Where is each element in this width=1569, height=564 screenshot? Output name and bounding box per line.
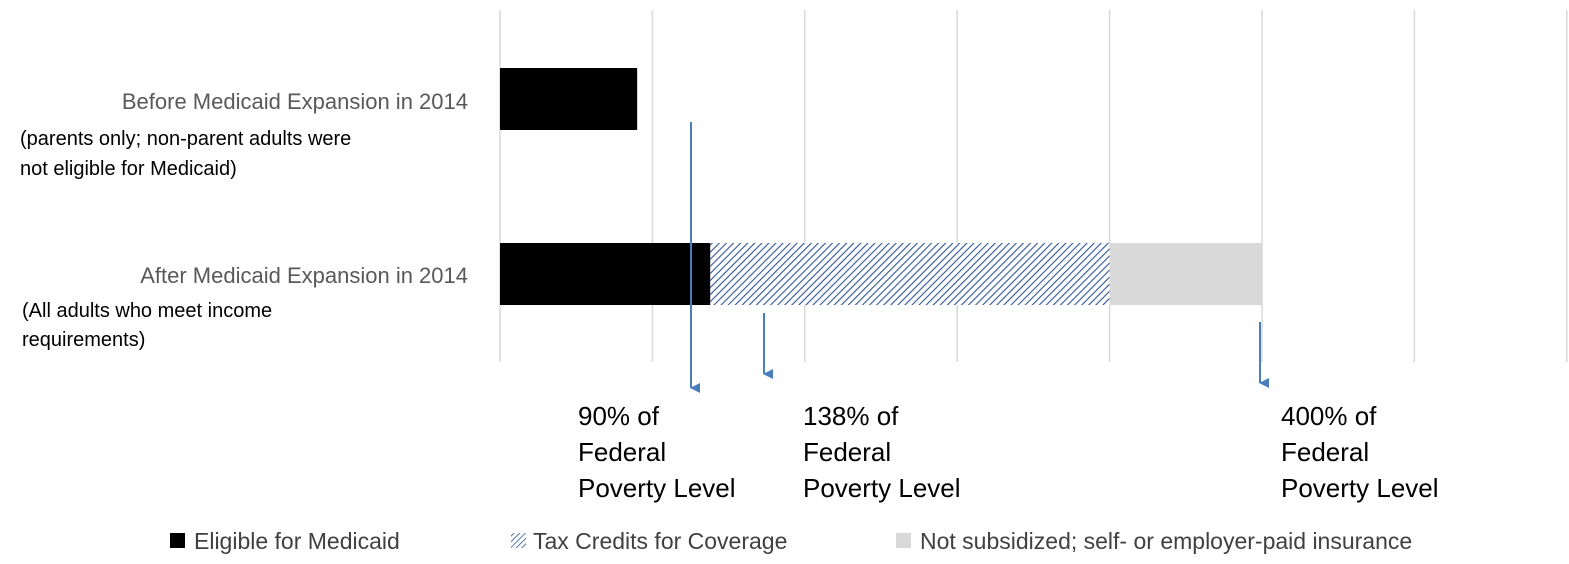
bar-medicaid [500, 243, 711, 305]
category-sublabel: requirements) [22, 329, 145, 351]
category-sublabel: not eligible for Medicaid) [20, 158, 237, 180]
category-sublabel: (parents only; non-parent adults were [20, 128, 351, 150]
gridlines [499, 10, 1568, 362]
annotation-label: Federal [578, 437, 666, 467]
annotation-label: Poverty Level [1281, 473, 1439, 503]
annotation-label: 400% of [1281, 401, 1377, 431]
annotation-label: Poverty Level [803, 473, 961, 503]
legend-label: Eligible for Medicaid [194, 528, 400, 554]
category-sublabel: (All adults who meet income [22, 300, 272, 322]
annotation-label: Federal [803, 437, 891, 467]
legend-label: Not subsidized; self- or employer-paid i… [920, 528, 1412, 554]
bars [500, 68, 1262, 305]
legend: Eligible for Medicaid Tax Credits for Cov… [170, 528, 1412, 554]
bar-not-subsidized [1109, 243, 1262, 305]
poverty-level-annotations: 90% of Federal Poverty Level 138% of Federal… [578, 122, 1439, 503]
category-label: After Medicaid Expansion in 2014 [140, 263, 468, 288]
legend-swatch [511, 533, 526, 548]
legend-swatch [170, 533, 185, 548]
annotation-label: 138% of [803, 401, 899, 431]
legend-label: Tax Credits for Coverage [533, 528, 787, 554]
legend-swatch [896, 533, 911, 548]
annotation-label: Poverty Level [578, 473, 736, 503]
annotation-label: Federal [1281, 437, 1369, 467]
bar-medicaid [500, 68, 638, 130]
bar-tax-credits [710, 243, 1110, 305]
category-label: Before Medicaid Expansion in 2014 [122, 89, 468, 114]
category-labels: Before Medicaid Expansion in 2014 (parent… [20, 89, 468, 351]
annotation-label: 90% of [578, 401, 660, 431]
